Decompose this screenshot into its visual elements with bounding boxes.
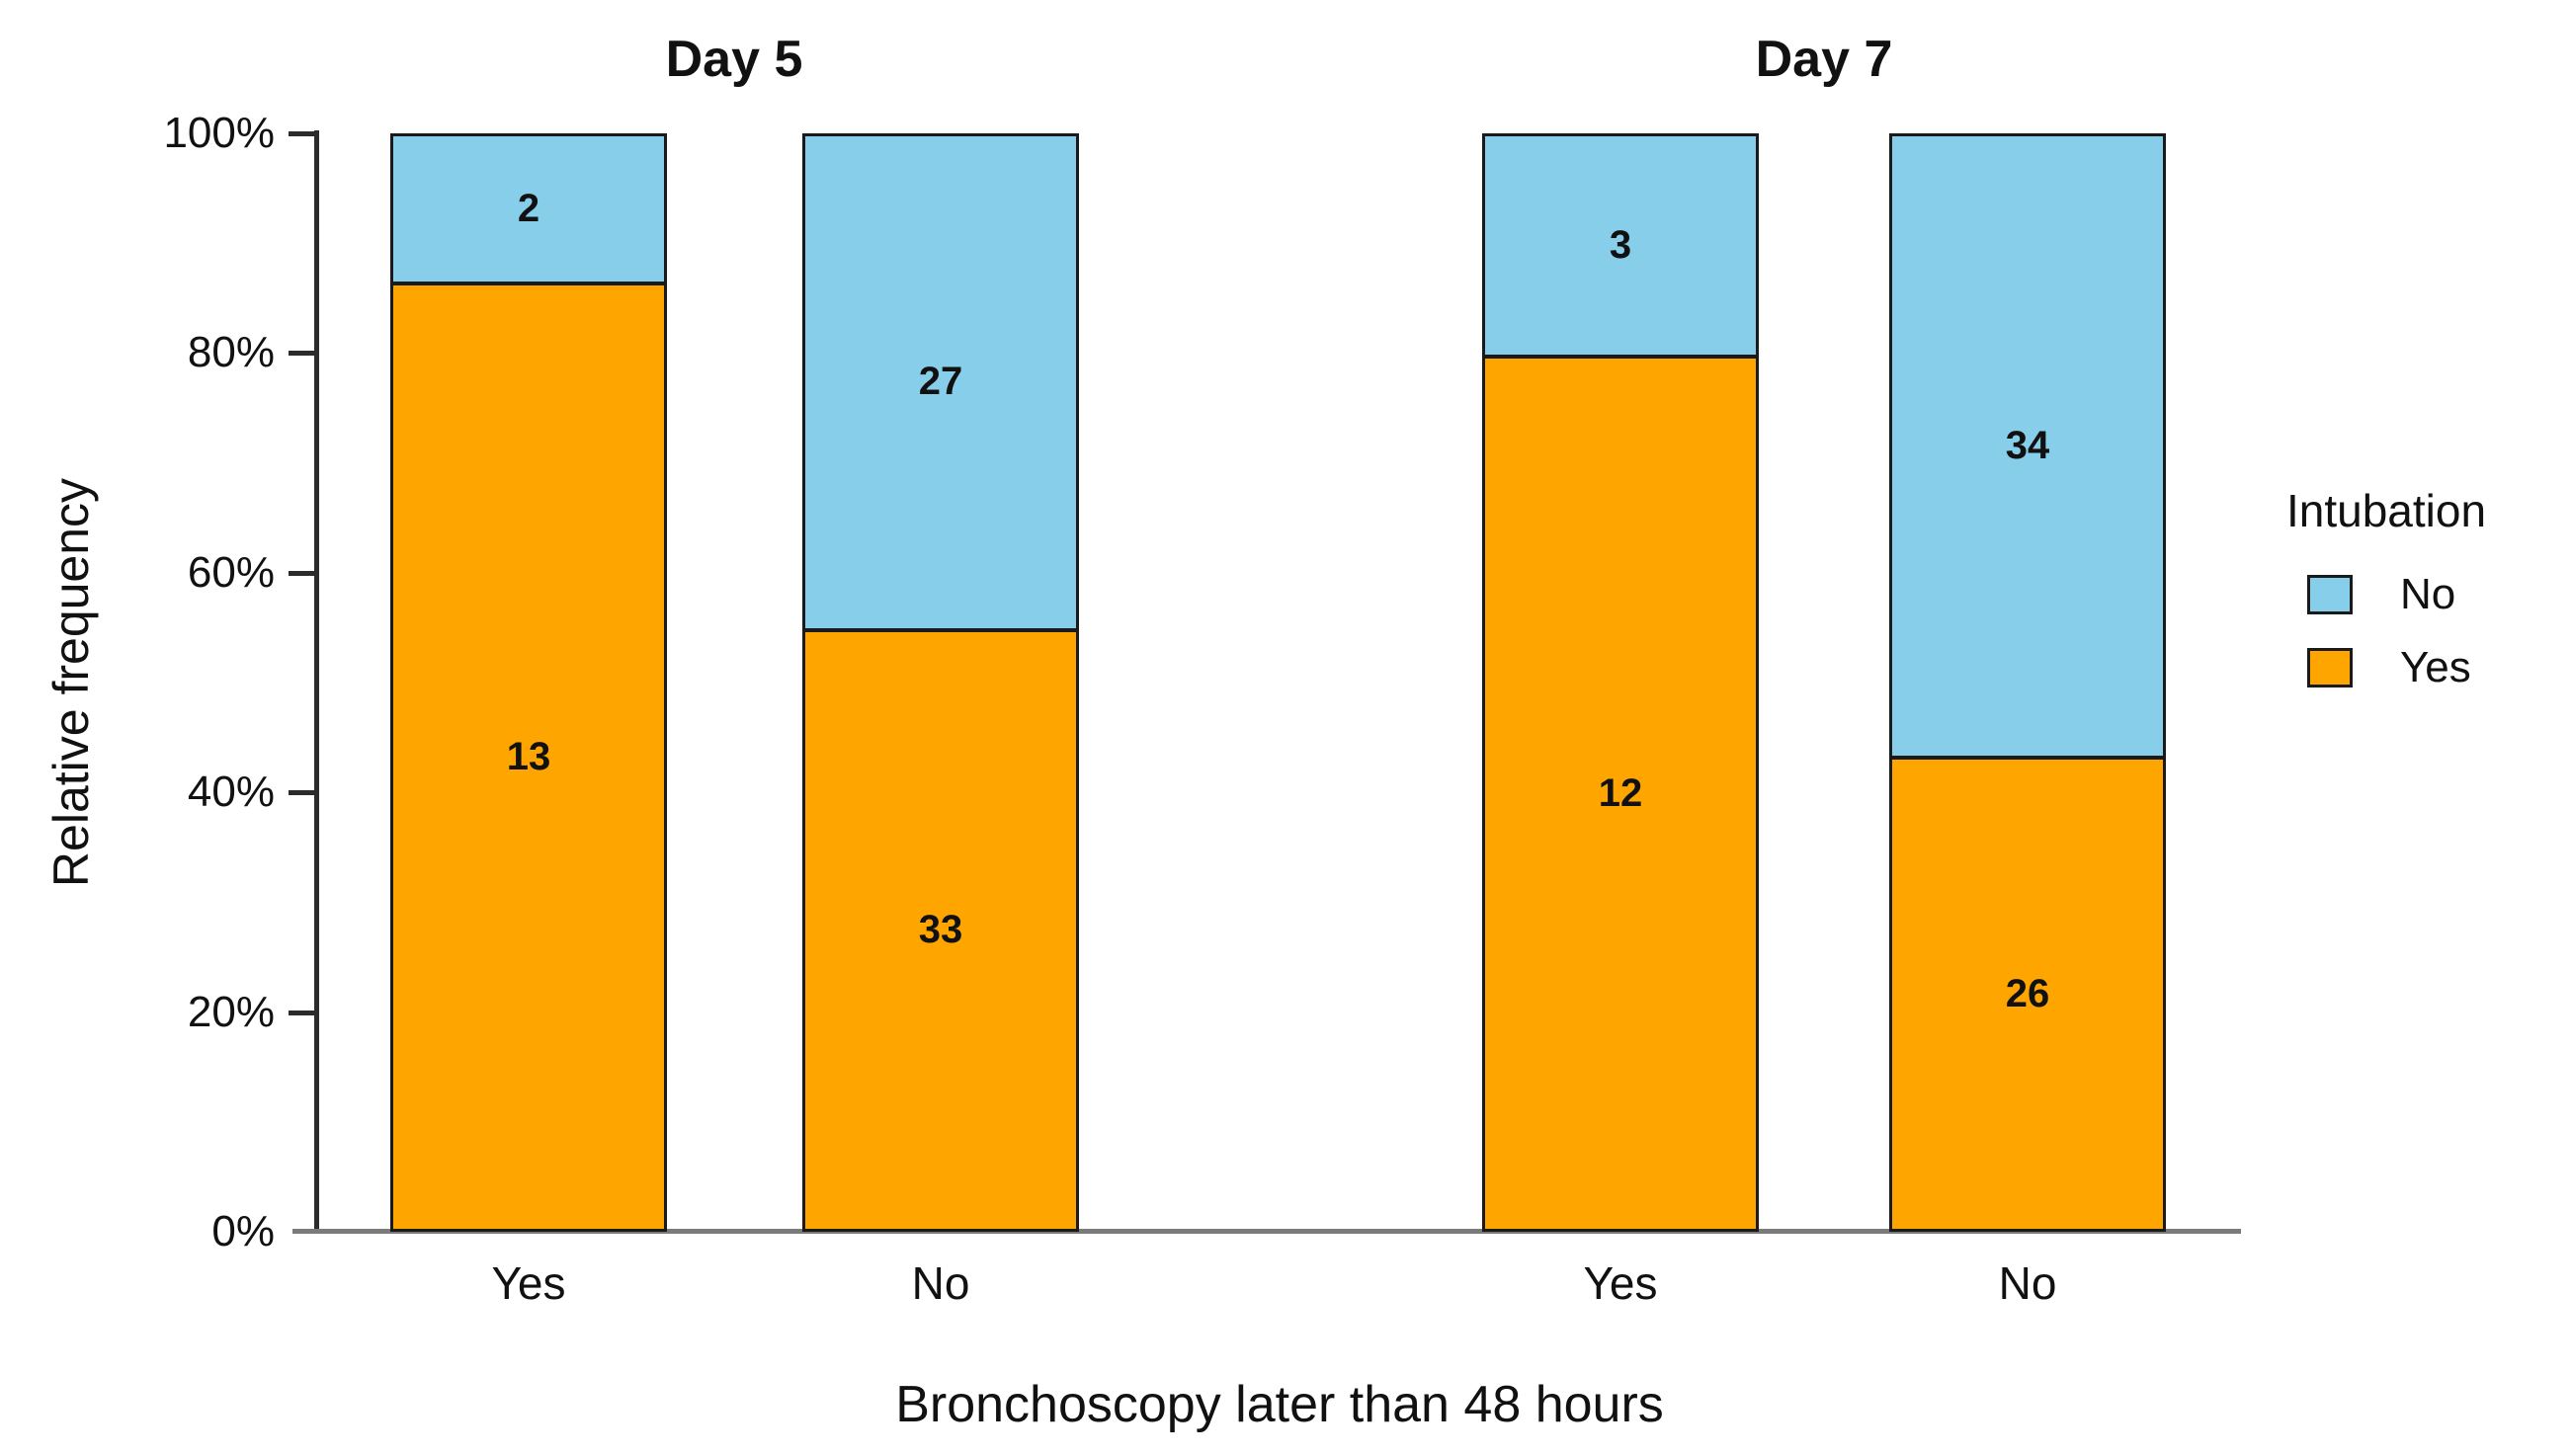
legend-swatch-yes <box>2307 648 2353 688</box>
y-tick-label: 0% <box>211 1207 275 1255</box>
y-axis-tick <box>289 570 315 576</box>
stacked-bar: 3 12 <box>1482 133 1759 1232</box>
x-category-label: Yes <box>1583 1257 1658 1309</box>
bar-segment-no: 27 <box>805 136 1076 628</box>
y-tick-label: 60% <box>187 547 275 597</box>
segment-count-label: 2 <box>517 187 540 231</box>
x-axis-baseline <box>292 1229 2241 1234</box>
y-tick-label: 80% <box>187 328 275 377</box>
y-axis-tick <box>289 351 315 357</box>
y-axis-tick <box>289 1010 315 1015</box>
stacked-bar: 27 33 <box>802 133 1079 1232</box>
y-axis-title: Relative frequency <box>43 477 99 888</box>
legend-item-yes: Yes <box>2307 644 2540 691</box>
segment-count-label: 26 <box>2005 971 2050 1015</box>
bar-segment-yes: 13 <box>393 282 664 1229</box>
segment-count-label: 33 <box>918 908 963 952</box>
y-axis-tick <box>289 790 315 796</box>
bar-segment-yes: 26 <box>1892 755 2163 1229</box>
bar-segment-no: 2 <box>393 136 664 283</box>
legend-swatch-no <box>2307 575 2353 614</box>
y-tick-label: 20% <box>187 987 275 1036</box>
legend-label-no: No <box>2400 570 2456 618</box>
bar-segment-yes: 12 <box>1485 355 1756 1229</box>
x-category-label: No <box>911 1257 970 1309</box>
bar-segment-no: 3 <box>1485 136 1756 356</box>
y-axis-line <box>314 130 319 1234</box>
segment-count-label: 13 <box>506 735 551 779</box>
y-tick-label: 40% <box>187 768 275 817</box>
x-axis-title: Bronchoscopy later than 48 hours <box>895 1376 1664 1433</box>
stacked-bar: 2 13 <box>390 133 667 1232</box>
legend: Intubation No Yes <box>2232 484 2540 691</box>
facet-title-day5: Day 5 <box>665 31 803 88</box>
y-axis-tick <box>289 131 315 136</box>
stacked-bar: 34 26 <box>1889 133 2166 1232</box>
segment-count-label: 27 <box>918 360 963 404</box>
segment-count-label: 34 <box>2005 423 2050 467</box>
legend-label-yes: Yes <box>2400 643 2471 691</box>
x-category-label: Yes <box>491 1257 566 1309</box>
y-tick-label: 100% <box>163 109 275 157</box>
facet-title-day7: Day 7 <box>1755 31 1893 88</box>
legend-item-no: No <box>2307 571 2540 618</box>
bar-segment-no: 34 <box>1892 136 2163 756</box>
segment-count-label: 12 <box>1598 771 1643 816</box>
segment-count-label: 3 <box>1609 223 1632 268</box>
legend-title: Intubation <box>2285 485 2487 536</box>
bar-segment-yes: 33 <box>805 627 1076 1229</box>
x-category-label: No <box>1998 1257 2057 1309</box>
